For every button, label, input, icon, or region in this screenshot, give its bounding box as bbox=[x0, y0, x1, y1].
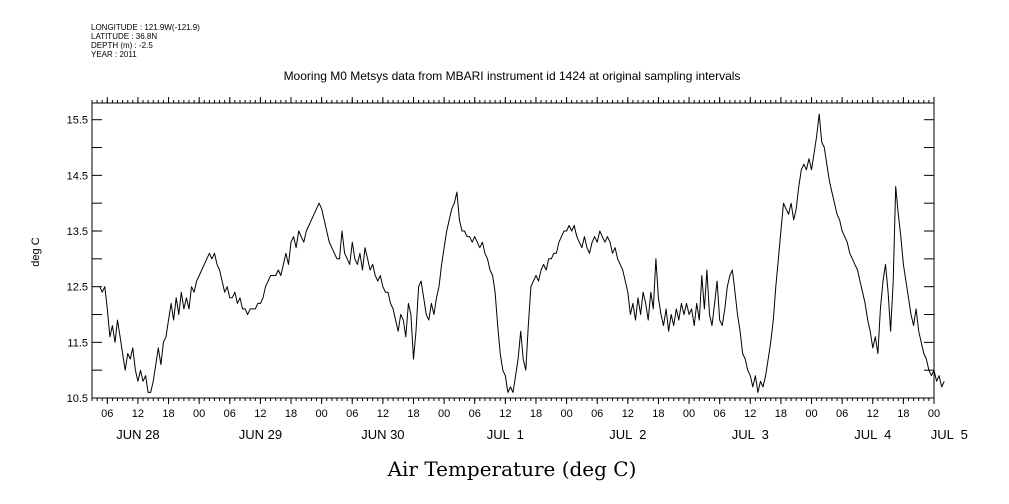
x-tick-label: 18 bbox=[775, 408, 787, 420]
y-axis-label: deg C bbox=[30, 237, 42, 266]
x-tick-label: 06 bbox=[836, 408, 848, 420]
x-day-label: JUL 2 bbox=[609, 427, 646, 442]
x-tick-label: 18 bbox=[407, 408, 419, 420]
x-tick-label: 12 bbox=[132, 408, 144, 420]
y-axis-ticks: 10.5 11.5 12.5 13.5 14.5 15.5 bbox=[67, 115, 934, 405]
x-axis-day-labels: JUN 28 JUN 29 JUN 30 JUL 1 JUL 2 JUL 3 JUL 4 JU… bbox=[116, 427, 968, 442]
metadata-line: LONGITUDE : 121.9W(-121.9) bbox=[91, 23, 200, 32]
y-tick-label: 15.5 bbox=[67, 115, 88, 127]
x-tick-label: 00 bbox=[683, 408, 695, 420]
metadata-line: YEAR : 2011 bbox=[91, 50, 137, 59]
x-axis-ticks: 06 12 18 00 06 12 18 00 06 12 18 00 06 12 18 00 06 12 18 00… bbox=[101, 97, 940, 420]
y-tick-label: 14.5 bbox=[67, 170, 88, 182]
metadata-line: LATITUDE : 36.8N bbox=[91, 32, 157, 41]
chart-title: Mooring M0 Metsys data from MBARI instru… bbox=[284, 69, 741, 83]
plot-frame bbox=[91, 102, 935, 399]
x-tick-label: 18 bbox=[652, 408, 664, 420]
x-tick-label: 00 bbox=[193, 408, 205, 420]
minor-ticks bbox=[91, 100, 935, 401]
x-day-label: JUL 5 bbox=[931, 427, 968, 442]
x-tick-label: 18 bbox=[897, 408, 909, 420]
x-axis-label: Air Temperature (deg C) bbox=[387, 457, 637, 481]
x-tick-label: 00 bbox=[560, 408, 572, 420]
series-line bbox=[99, 113, 945, 393]
x-day-label: JUN 28 bbox=[116, 427, 159, 442]
metadata-line: DEPTH (m) : -2.5 bbox=[91, 41, 153, 50]
x-day-label: JUL 3 bbox=[732, 427, 769, 442]
y-tick-label: 11.5 bbox=[67, 337, 88, 349]
x-tick-label: 12 bbox=[622, 408, 634, 420]
x-tick-label: 06 bbox=[469, 408, 481, 420]
x-tick-label: 06 bbox=[101, 408, 113, 420]
x-tick-label: 00 bbox=[438, 408, 450, 420]
x-tick-label: 12 bbox=[499, 408, 511, 420]
metadata-block: LONGITUDE : 121.9W(-121.9)LATITUDE : 36.… bbox=[91, 23, 200, 59]
x-day-label: JUN 29 bbox=[239, 427, 282, 442]
x-tick-label: 18 bbox=[162, 408, 174, 420]
x-tick-label: 00 bbox=[928, 408, 940, 420]
x-day-label: JUL 4 bbox=[854, 427, 891, 442]
y-tick-label: 13.5 bbox=[67, 226, 88, 238]
x-tick-label: 12 bbox=[254, 408, 266, 420]
x-tick-label: 18 bbox=[285, 408, 297, 420]
x-tick-label: 12 bbox=[867, 408, 879, 420]
x-tick-label: 06 bbox=[714, 408, 726, 420]
x-day-label: JUN 30 bbox=[361, 427, 404, 442]
x-tick-label: 00 bbox=[316, 408, 328, 420]
x-day-label: JUL 1 bbox=[487, 427, 524, 442]
x-tick-label: 18 bbox=[530, 408, 542, 420]
x-tick-label: 06 bbox=[224, 408, 236, 420]
x-tick-label: 00 bbox=[805, 408, 817, 420]
x-tick-label: 12 bbox=[744, 408, 756, 420]
y-tick-label: 12.5 bbox=[67, 282, 88, 294]
x-tick-label: 06 bbox=[346, 408, 358, 420]
x-tick-label: 06 bbox=[591, 408, 603, 420]
x-tick-label: 12 bbox=[377, 408, 389, 420]
y-tick-label: 10.5 bbox=[67, 393, 88, 405]
